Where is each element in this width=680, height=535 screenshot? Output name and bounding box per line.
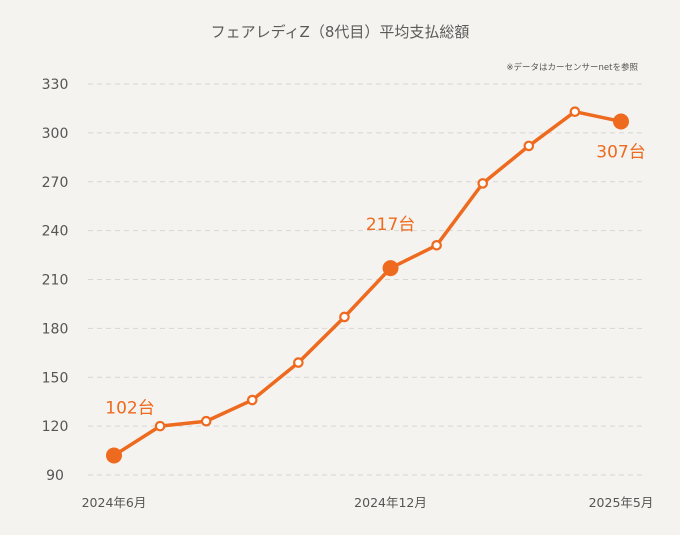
chart-title: フェアレディZ（8代目）平均支払総額 (211, 23, 470, 41)
y-tick-label: 120 (42, 419, 69, 435)
y-tick-label: 90 (46, 468, 64, 484)
data-point (339, 311, 350, 323)
data-point (246, 394, 258, 406)
data-points (106, 106, 629, 464)
y-tick-label: 300 (42, 126, 69, 142)
x-axis-ticks: 2024年6月 2024年12月 2025年5月 (82, 495, 654, 510)
data-point (477, 178, 489, 189)
y-tick-label: 180 (42, 321, 69, 337)
y-tick-label: 150 (42, 370, 69, 386)
highlight-point (106, 447, 122, 464)
grid-layer (88, 83, 645, 476)
data-label: 307台 (596, 142, 645, 162)
data-point (431, 239, 442, 251)
series-line (112, 109, 623, 458)
x-tick-label: 2025年5月 (589, 495, 654, 510)
y-tick-label: 330 (42, 77, 69, 93)
y-tick-label: 270 (42, 175, 69, 191)
y-axis-ticks: 90 120 150 180 210 240 270 300 330 (42, 77, 69, 484)
x-tick-label: 2024年12月 (354, 495, 427, 510)
data-labels: 102台 217台 307台 (105, 142, 645, 418)
data-point (523, 140, 535, 152)
highlight-point (382, 260, 399, 277)
y-tick-label: 240 (42, 224, 69, 240)
data-label: 102台 (105, 398, 154, 418)
y-tick-label: 210 (42, 273, 69, 289)
highlight-point (613, 113, 629, 130)
source-note: ※データはカーセンサーnetを参照 (506, 62, 638, 73)
x-tick-label: 2024年6月 (82, 495, 147, 510)
series-line-layer (112, 109, 623, 458)
data-point (200, 415, 212, 427)
data-label: 217台 (366, 215, 415, 235)
data-point (154, 420, 166, 432)
data-point (569, 106, 581, 117)
data-point (293, 357, 304, 368)
